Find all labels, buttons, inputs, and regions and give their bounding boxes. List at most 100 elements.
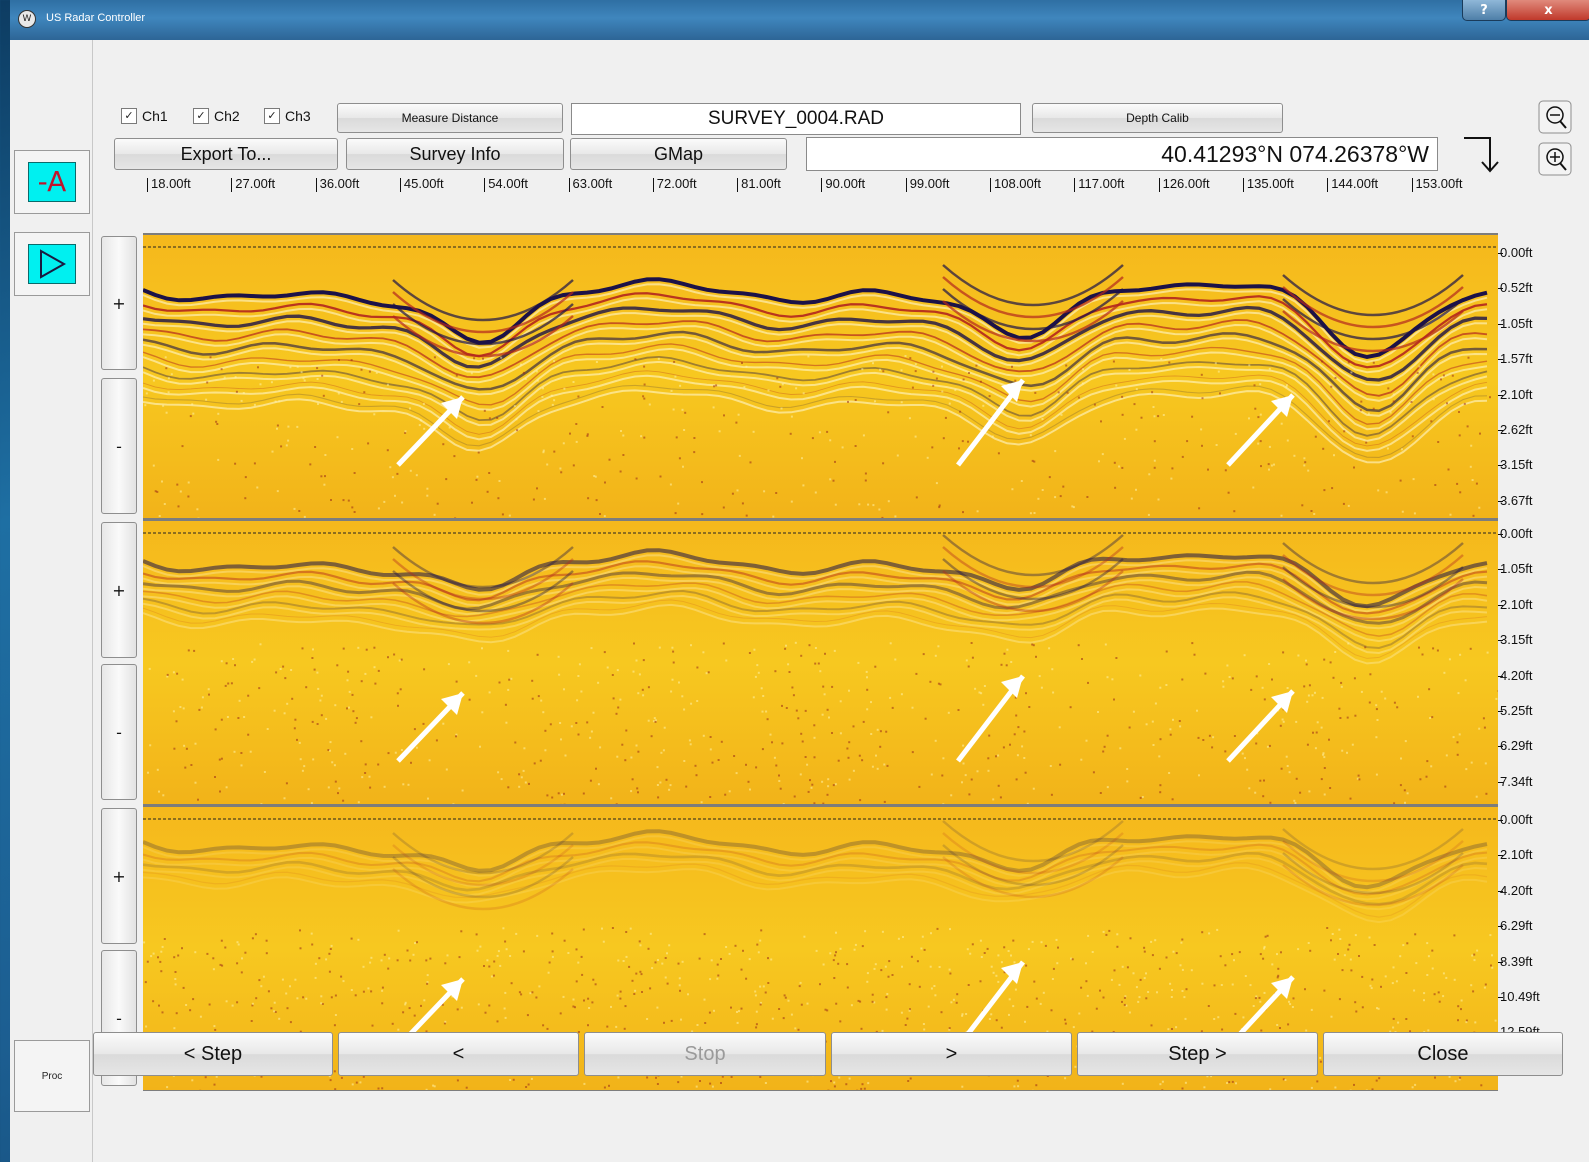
reflection-band	[143, 599, 1488, 659]
hyperbola-reflection	[942, 832, 1124, 875]
depth-tick-label: 0.00ft	[1498, 812, 1533, 827]
hyperbola-reflection	[1282, 542, 1464, 585]
hyperbola-reflection	[392, 582, 574, 625]
help-button[interactable]: ?	[1462, 0, 1506, 21]
reflection-highlight	[143, 389, 1488, 464]
reflection-highlight	[143, 594, 1488, 655]
reflection-band	[143, 851, 1488, 906]
hyperbola-reflection	[392, 291, 574, 334]
close-button[interactable]: Close	[1323, 1032, 1563, 1076]
zoom-out-icon[interactable]	[1538, 100, 1572, 134]
back-button[interactable]: <	[338, 1032, 579, 1076]
hyperbola-reflection	[392, 558, 574, 601]
survey-info-button[interactable]: Survey Info	[346, 138, 564, 170]
hyperbola-reflection	[942, 546, 1124, 589]
ch1-gain-plus-button[interactable]: +	[101, 236, 137, 370]
ch1-checkbox[interactable]: ✓ Ch1	[121, 108, 168, 124]
ch2-gain-plus-button[interactable]: +	[101, 522, 137, 658]
annotation-arrow	[956, 674, 1025, 763]
distance-tick-label: 144.00ft	[1327, 176, 1379, 192]
annotation-arrow	[396, 691, 465, 763]
hyperbola-reflection	[1282, 852, 1464, 895]
play-outline-icon	[40, 249, 67, 279]
step-forward-button[interactable]: Step >	[1077, 1032, 1318, 1076]
depth-tick-label: 6.29ft	[1498, 918, 1533, 934]
radar-noise	[147, 641, 1498, 804]
ch2-check-icon: ✓	[193, 108, 209, 124]
distance-tick-label: 117.00ft	[1074, 176, 1125, 192]
stop-button[interactable]: Stop	[584, 1032, 826, 1076]
measure-distance-button[interactable]: Measure Distance	[337, 103, 563, 133]
reflection-band	[143, 319, 1488, 397]
reflection-highlight	[143, 603, 1488, 665]
reflection-highlight	[143, 335, 1488, 417]
reflection-highlight	[143, 585, 1488, 643]
window-close-button[interactable]: x	[1506, 0, 1589, 21]
depth-tick-label: 0.00ft	[1498, 526, 1533, 541]
hyperbola-reflection	[942, 288, 1124, 331]
reflection-band	[143, 862, 1488, 918]
zoom-in-icon[interactable]	[1538, 142, 1572, 176]
annotation-arrow	[956, 378, 1025, 467]
hyperbola-reflection	[1282, 286, 1464, 329]
play-mode-button[interactable]	[14, 232, 90, 296]
proc-button[interactable]: Proc	[14, 1040, 90, 1112]
hyperbola-reflection	[1282, 566, 1464, 609]
radargram-background	[143, 521, 1498, 804]
ch3-checkbox[interactable]: ✓ Ch3	[264, 108, 311, 124]
ch3-gain-plus-button[interactable]: +	[101, 808, 137, 944]
depth-tick-label: 3.67ft	[1498, 492, 1533, 508]
distance-tick-label: 63.00ft	[568, 176, 613, 192]
title-bar: W US Radar Controller ? x	[10, 0, 1589, 40]
coordinates-field: 40.41293°N 074.26378°W	[806, 137, 1438, 171]
reflection-band	[143, 370, 1488, 447]
depth-tick-label: 4.20ft	[1498, 667, 1533, 683]
reflection-band	[143, 560, 1488, 615]
window-title: US Radar Controller	[46, 12, 146, 24]
ch1-gain-minus-button[interactable]: -	[101, 378, 137, 514]
reflection-band	[143, 589, 1488, 650]
hyperbola-reflection	[1282, 310, 1464, 353]
gmap-button[interactable]: GMap	[570, 138, 787, 170]
ch1-check-icon: ✓	[121, 108, 137, 124]
reflection-highlight	[143, 297, 1488, 374]
amplitude-mode-button[interactable]: -A	[14, 150, 90, 214]
filename-field: SURVEY_0004.RAD	[571, 103, 1021, 135]
hyperbola-reflection	[392, 856, 574, 899]
reflection-highlight	[143, 835, 1488, 894]
annotation-arrow	[1226, 689, 1295, 763]
export-to-button[interactable]: Export To...	[114, 138, 338, 170]
app-icon: W	[18, 10, 36, 28]
reflection-highlight	[143, 857, 1488, 911]
ch1-radargram-panel[interactable]	[143, 233, 1498, 519]
hyperbola-reflection	[1282, 274, 1464, 317]
reflection-highlight	[143, 374, 1488, 452]
depth-tick-label: 3.15ft	[1498, 457, 1533, 473]
hyperbola-reflection	[392, 570, 574, 613]
hyperbola-reflection	[942, 534, 1124, 577]
distance-axis: 18.00ft 27.00ft 36.00ft 45.00ft 54.00ft 63.00…	[143, 173, 1505, 193]
step-back-button[interactable]: < Step	[93, 1032, 333, 1076]
reflection-band	[143, 277, 1488, 360]
reflection-highlight	[143, 576, 1488, 630]
distance-tick-label: 135.00ft	[1242, 176, 1294, 192]
reflection-band	[143, 384, 1488, 458]
reflection-highlight	[143, 311, 1488, 387]
amplitude-mode-label: -A	[37, 165, 67, 198]
reflection-band	[143, 581, 1488, 637]
ch1-depth-scale: 0.00ft 0.52ft 1.05ft 1.57ft 2.10ft 2.62ft 3.15…	[1498, 245, 1568, 525]
depth-calib-button[interactable]: Depth Calib	[1032, 103, 1283, 133]
radar-noise	[144, 355, 1491, 518]
annotation-arrow	[396, 395, 465, 467]
reflection-band	[143, 548, 1488, 609]
forward-button[interactable]: >	[831, 1032, 1072, 1076]
hyperbola-reflection	[1282, 864, 1464, 907]
ch2-radargram-panel[interactable]	[143, 519, 1498, 805]
ch2-checkbox[interactable]: ✓ Ch2	[193, 108, 240, 124]
hyperbola-reflection	[942, 264, 1124, 307]
hyperbola-reflection	[392, 315, 574, 358]
ch3-label: Ch3	[285, 108, 311, 124]
ch2-gain-minus-button[interactable]: -	[101, 664, 137, 800]
annotation-arrow	[1226, 393, 1295, 467]
distance-tick-label: 36.00ft	[315, 176, 360, 192]
